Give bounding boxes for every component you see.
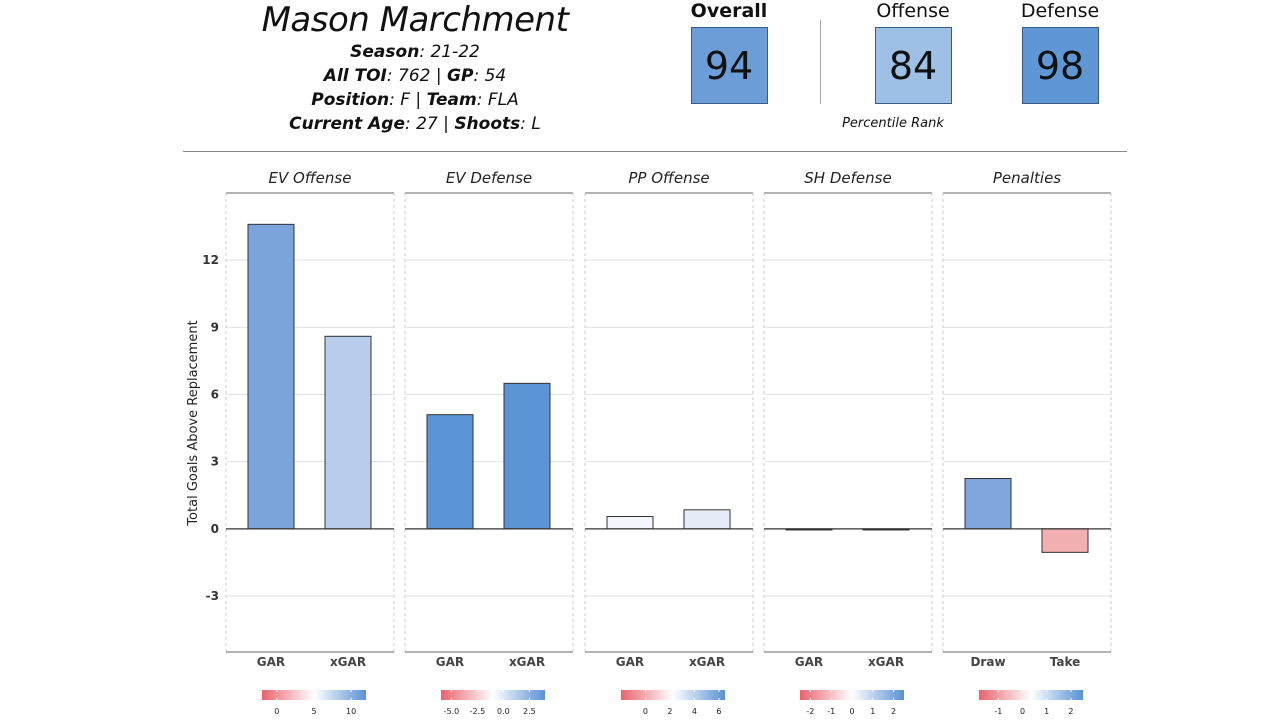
legend-tick-label: 4 — [692, 707, 697, 716]
x-tick-label: xGAR — [330, 655, 366, 669]
x-tick-label: Take — [1050, 655, 1081, 669]
y-tick-label: 6 — [211, 388, 219, 402]
bar-ev-defense-gar — [426, 414, 474, 530]
legend-tick-label: 0 — [643, 707, 648, 716]
legend-tick-label: -2 — [806, 707, 814, 716]
legend-tick-label: 1 — [1044, 707, 1049, 716]
legend-tick-label: -1 — [994, 707, 1002, 716]
legend-tick-label: 0 — [1020, 707, 1025, 716]
shoots-label: Shoots — [454, 114, 521, 134]
defense-label: Defense — [1020, 0, 1100, 22]
position-value: : F | — [389, 90, 427, 110]
legend-tick-label: 2 — [667, 707, 672, 716]
legend-colorbar-penalties — [979, 690, 1083, 700]
legend-tick-label: 5 — [311, 707, 316, 716]
panel-title-penalties: Penalties — [993, 169, 1061, 187]
season-label: Season — [350, 42, 420, 62]
defense-score-box: 98 — [1021, 27, 1099, 104]
legend-tick-label: -1 — [827, 707, 835, 716]
team-value: : FLA — [476, 90, 519, 110]
y-tick-label: 0 — [211, 522, 219, 536]
panel-title-pp-offense: PP Offense — [628, 169, 709, 187]
legend-tick-label: 2.5 — [523, 707, 536, 716]
overall-score-box: 94 — [690, 27, 768, 104]
gp-value: : 54 — [473, 66, 507, 86]
toi-value: : 762 | — [386, 66, 448, 86]
position-line: Position: F | Team: FLA — [180, 88, 650, 112]
ratings-divider — [820, 20, 821, 104]
offense-score-box: 84 — [874, 27, 952, 104]
y-tick-label: 12 — [202, 253, 219, 267]
legend-tick-label: 2 — [1068, 707, 1073, 716]
legend-tick-label: 6 — [716, 707, 721, 716]
x-tick-label: GAR — [795, 655, 823, 669]
season-value: : 21-22 — [419, 42, 480, 62]
age-line: Current Age: 27 | Shoots: L — [180, 112, 650, 136]
header-divider — [183, 151, 1127, 152]
shoots-value: : L — [520, 114, 541, 134]
bar-ev-offense-xgar — [324, 335, 372, 530]
bar-ev-defense-xgar — [503, 382, 551, 530]
panel-title-sh-defense: SH Defense — [804, 169, 891, 187]
toi-label: All TOI — [323, 66, 387, 86]
legend-tick-label: 2 — [891, 707, 896, 716]
legend-tick-label: -2.5 — [470, 707, 486, 716]
x-tick-label: xGAR — [689, 655, 725, 669]
bar-pp-offense-gar — [606, 516, 654, 530]
panel-title-ev-offense: EV Offense — [269, 169, 352, 187]
legend-tick-label: 1 — [870, 707, 875, 716]
defense-rating: Defense 98 — [1010, 0, 1110, 104]
x-tick-label: xGAR — [509, 655, 545, 669]
offense-label: Offense — [876, 0, 950, 22]
toi-line: All TOI: 762 | GP: 54 — [180, 64, 650, 88]
legend-tick-label: 0 — [274, 707, 279, 716]
legend-colorbar-ev-defense — [441, 690, 545, 700]
y-axis-title: Total Goals Above Replacement — [186, 320, 201, 526]
bar-penalties-draw — [964, 477, 1012, 530]
age-label: Current Age — [289, 114, 405, 134]
overall-rating: Overall 94 — [679, 0, 779, 104]
offense-rating: Offense 84 — [863, 0, 963, 104]
x-tick-label: GAR — [616, 655, 644, 669]
percentile-caption: Percentile Rank — [842, 116, 944, 131]
y-tick-label: 3 — [211, 455, 219, 469]
legend-colorbar-ev-offense — [262, 690, 366, 700]
legend-tick-label: 10 — [346, 707, 356, 716]
team-label: Team — [426, 90, 477, 110]
age-value: : 27 | — [405, 114, 455, 134]
y-tick-label: -3 — [206, 589, 219, 603]
bar-pp-offense-xgar — [683, 509, 731, 530]
x-tick-label: GAR — [257, 655, 285, 669]
legend-tick-label: 0 — [849, 707, 854, 716]
bar-penalties-take — [1041, 528, 1089, 553]
player-header: Mason Marchment Season: 21-22 All TOI: 7… — [180, 0, 650, 136]
panel-title-ev-defense: EV Defense — [446, 169, 532, 187]
legend-tick-label: -5.0 — [444, 707, 460, 716]
y-tick-label: 9 — [211, 320, 219, 334]
x-tick-label: xGAR — [868, 655, 904, 669]
gp-label: GP — [447, 66, 474, 86]
bar-ev-offense-gar — [247, 223, 295, 530]
player-name: Mason Marchment — [261, 0, 569, 40]
overall-label: Overall — [690, 0, 768, 22]
legend-colorbar-sh-defense — [800, 690, 904, 700]
position-label: Position — [311, 90, 390, 110]
x-tick-label: Draw — [970, 655, 1005, 669]
season-line: Season: 21-22 — [180, 40, 650, 64]
legend-tick-label: 0.0 — [497, 707, 510, 716]
x-tick-label: GAR — [436, 655, 464, 669]
legend-colorbar-pp-offense — [621, 690, 725, 700]
